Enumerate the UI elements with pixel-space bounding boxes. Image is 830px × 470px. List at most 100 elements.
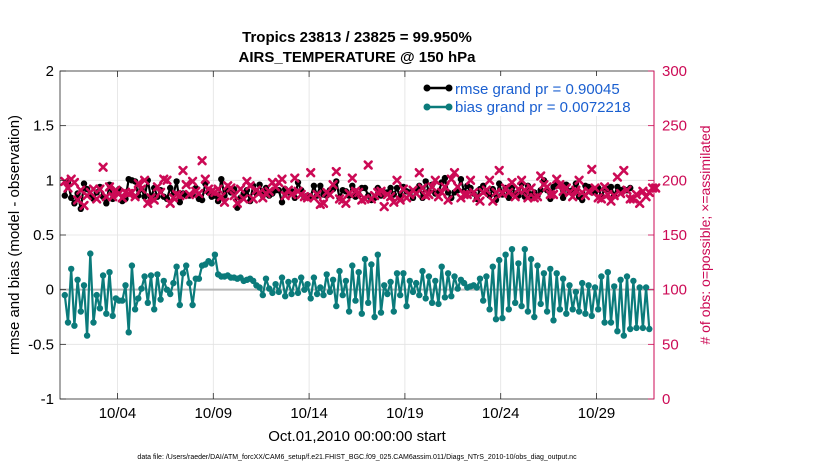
bias-point [96,305,104,312]
bias-point [381,282,388,289]
bias-point [61,291,68,299]
obs-assimilated-point [130,192,140,202]
obs-assimilated-point [599,182,610,192]
obs-assimilated-point [286,189,297,200]
obs-assimilated-point [552,174,562,184]
bias-point [492,316,500,323]
bias-point [448,293,455,300]
rmse-point [103,200,110,207]
bias-point [99,272,107,279]
bias-point [368,261,375,268]
obs-assimilated-point [181,180,191,190]
bias-point [409,288,417,296]
rmse-point [393,184,401,192]
bias-point [141,273,148,280]
obs-assimilated-point [341,198,351,208]
bias-point [598,273,605,280]
obs-assimilated-point [226,183,236,193]
rmse-point [486,192,493,199]
bias-point [556,306,564,313]
bias-point [87,250,94,257]
bias-point [68,265,75,273]
legend: rmse grand pr = 0.90045 bias grand pr = … [421,76,650,116]
bias-point [390,308,397,315]
bias-point [272,281,279,288]
obs-assimilated-point [101,192,111,202]
obs-assimilated-point [235,184,246,194]
obs-assimilated-point [136,184,147,194]
bias-point [83,332,91,339]
bias-point [540,270,548,277]
bias-point [304,281,311,288]
left-tick-label: -1 [41,391,54,408]
bias-point [339,291,346,299]
bias-point [419,267,426,275]
obs-assimilated-point [532,192,543,202]
rmse-point [422,178,429,185]
left-tick-label: 0 [46,282,54,299]
obs-assimilated-point [143,198,153,208]
obs-assimilated-point [98,162,108,172]
bias-point [355,269,362,276]
bias-point [298,274,305,281]
obs-assimilated-point [475,196,485,206]
bias-point [189,301,196,309]
bias-point [543,308,551,315]
left-tick-label: 1 [46,172,54,189]
obs-assimilated-point [232,198,242,208]
obs-assimilated-point [184,189,195,200]
obs-assimilated-point [631,189,642,200]
rmse-point [310,182,318,189]
bias-point [294,289,302,297]
right-tick-label: 50 [662,336,679,353]
obs-assimilated-point [574,175,584,185]
x-tick-label: 10/29 [578,405,616,422]
obs-assimilated-point [277,174,287,184]
bias-point [416,291,423,299]
obs-assimilated-point [392,175,402,185]
rmse-point [173,178,180,185]
bias-point [345,308,353,315]
obs-assimilated-point [536,171,546,181]
bias-point [103,310,110,317]
bias-point [301,286,308,293]
legend-rmse-marker-right [445,84,453,92]
bias-point [480,297,487,304]
obs-assimilated-point [117,193,127,203]
bias-point [451,273,458,280]
bias-point [617,276,624,283]
rmse-point [441,174,449,182]
bias-point [285,278,292,286]
bias-point [208,260,215,267]
obs-assimilated-point [385,192,396,202]
bias-point [371,313,378,321]
bias-point [636,284,643,291]
obs-assimilated-point [360,194,370,204]
obs-assimilated-point [510,192,520,202]
obs-assimilated-point [219,197,230,207]
obs-assimilated-point [175,190,185,201]
data-file-footnote: data file: /Users/raeder/DAI/ATM_forcXX/… [137,454,577,461]
bias-point [320,291,327,299]
obs-assimilated-point [481,185,492,195]
obs-assimilated-point [619,165,629,176]
legend-box [421,76,650,116]
rmse-point [68,194,75,201]
bias-point [365,299,372,306]
right-y-axis-label: # of obs: o=possible; ×=assimilated [697,125,713,344]
bias-point [422,295,429,302]
bias-point [74,276,81,283]
bias-point [135,295,142,302]
obs-assimilated-point [290,173,300,183]
bias-point [256,284,263,291]
legend-bias-label: bias grand pr = 0.0072218 [455,99,631,116]
obs-assimilated-point [376,186,386,196]
bias-point [323,271,330,278]
bias-point [566,282,573,289]
left-tick-label: 2 [46,63,54,80]
x-tick-label: 10/09 [195,405,233,422]
bias-point [553,270,560,277]
bias-point [611,283,618,290]
right-tick-label: 150 [662,227,687,244]
bias-series [61,246,653,339]
